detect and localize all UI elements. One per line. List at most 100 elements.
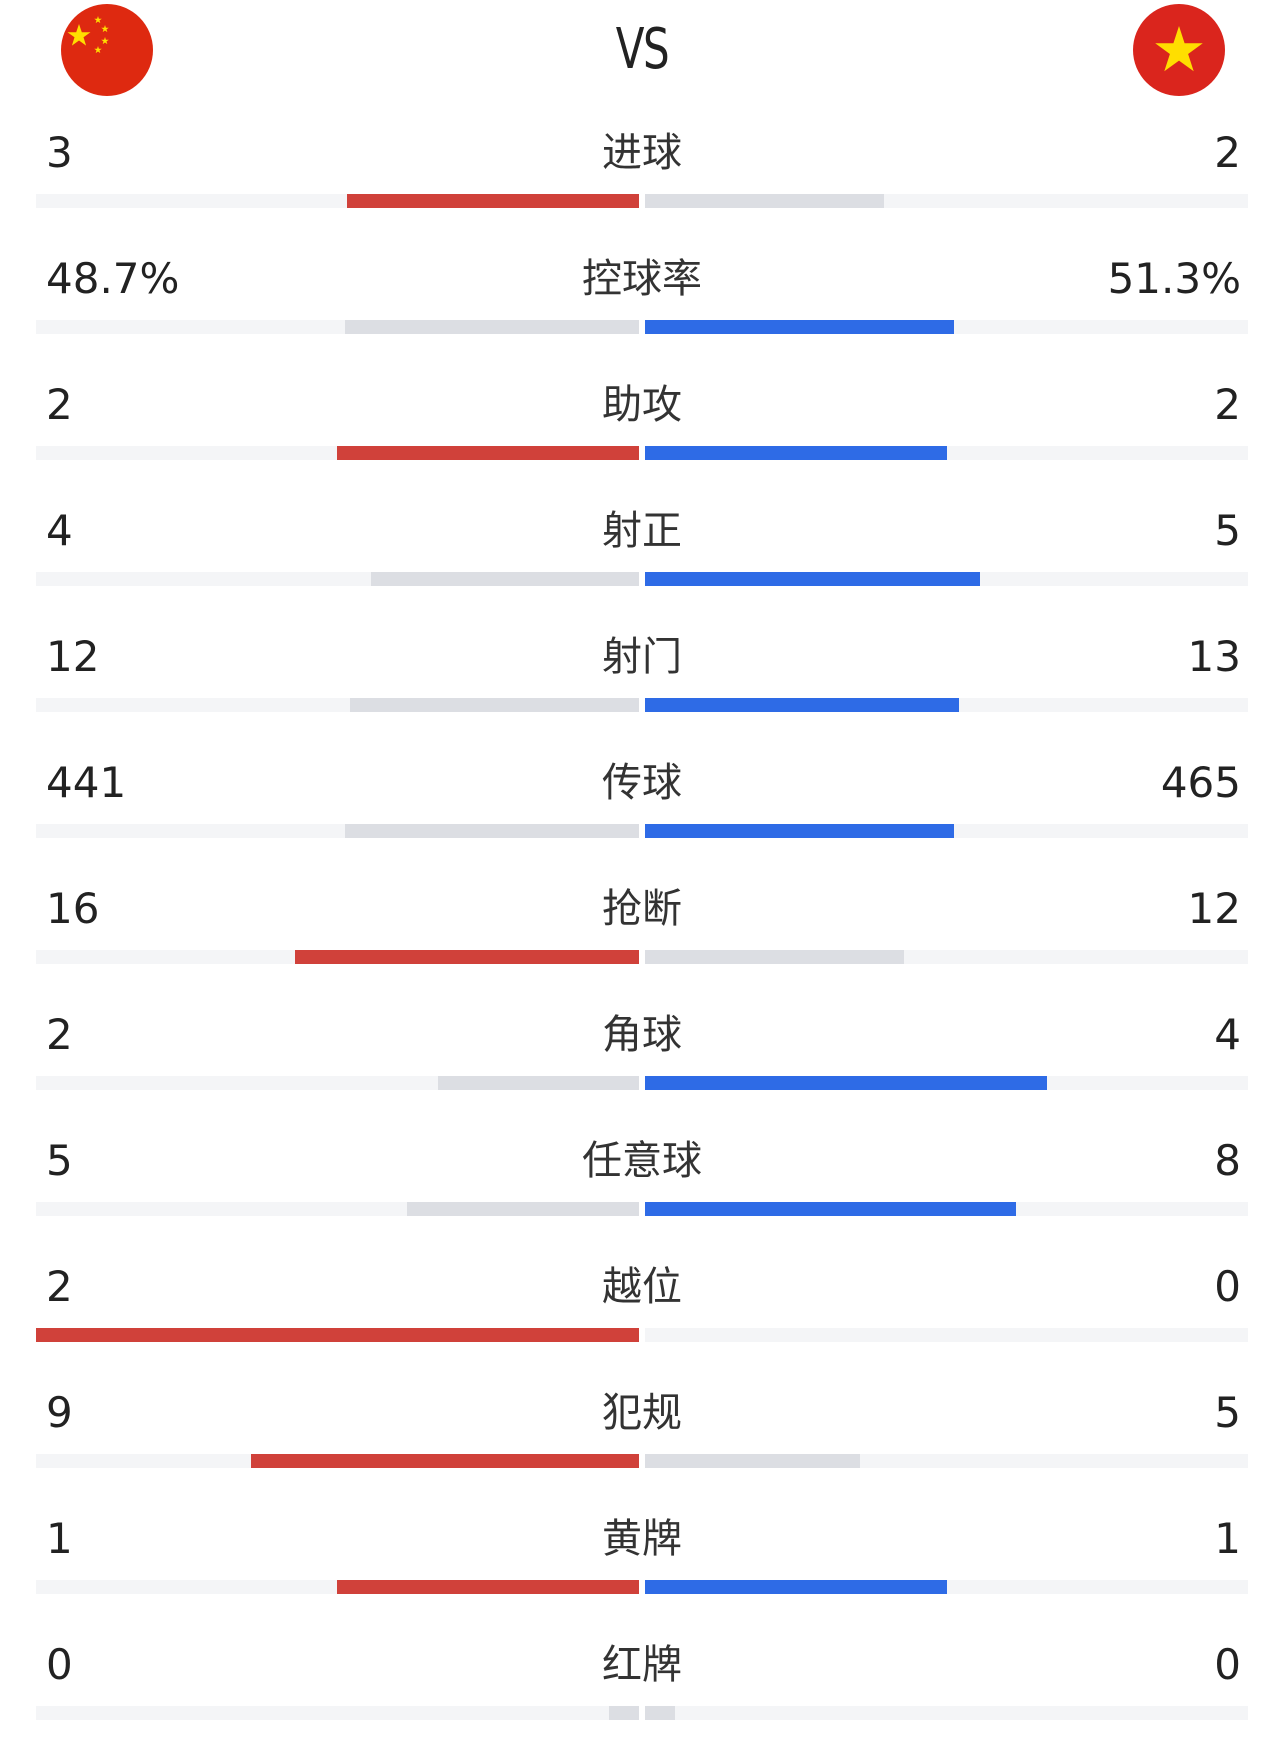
away-bar-fill — [645, 1076, 1047, 1090]
stat-label: 抢断 — [602, 886, 682, 932]
away-value: 12 — [1187, 884, 1241, 933]
home-bar-track — [36, 1328, 639, 1342]
stat-row: 3 进球 2 — [0, 110, 1284, 236]
stat-label: 犯规 — [602, 1390, 682, 1436]
home-bar-track — [36, 1580, 639, 1594]
home-value: 1 — [46, 1514, 73, 1563]
away-value: 13 — [1187, 632, 1241, 681]
away-bar-fill — [645, 320, 954, 334]
home-bar-fill — [347, 194, 639, 208]
away-value: 51.3% — [1107, 254, 1241, 303]
stat-row: 4 射正 5 — [0, 488, 1284, 614]
away-value: 0 — [1214, 1640, 1241, 1689]
stat-row: 9 犯规 5 — [0, 1370, 1284, 1496]
stat-label: 任意球 — [582, 1138, 702, 1184]
away-bar-track — [645, 446, 1248, 460]
away-value: 5 — [1214, 506, 1241, 555]
home-bar-fill — [295, 950, 639, 964]
stat-row: 1 黄牌 1 — [0, 1496, 1284, 1622]
stat-row: 48.7% 控球率 51.3% — [0, 236, 1284, 362]
away-value: 1 — [1214, 1514, 1241, 1563]
home-value: 5 — [46, 1136, 73, 1185]
stat-label: 射门 — [602, 634, 682, 680]
home-bar-track — [36, 1454, 639, 1468]
home-bar-track — [36, 572, 639, 586]
stat-label: 红牌 — [602, 1642, 682, 1688]
away-value: 4 — [1214, 1010, 1241, 1059]
away-bar-track — [645, 1076, 1248, 1090]
away-value: 8 — [1214, 1136, 1241, 1185]
home-bar-fill — [345, 320, 639, 334]
away-bar-fill — [645, 1706, 675, 1720]
home-bar-fill — [251, 1454, 639, 1468]
home-bar-fill — [36, 1328, 639, 1342]
stat-label: 控球率 — [582, 256, 702, 302]
stat-row: 16 抢断 12 — [0, 866, 1284, 992]
stat-row: 2 角球 4 — [0, 992, 1284, 1118]
stat-label: 黄牌 — [602, 1516, 682, 1562]
home-bar-fill — [609, 1706, 639, 1720]
stat-label: 射正 — [602, 508, 682, 554]
away-bar-track — [645, 1706, 1248, 1720]
home-bar-fill — [337, 1580, 639, 1594]
away-value: 2 — [1214, 128, 1241, 177]
home-value: 2 — [46, 380, 73, 429]
home-bar-track — [36, 446, 639, 460]
away-bar-track — [645, 1580, 1248, 1594]
stat-label: 进球 — [602, 130, 682, 176]
away-bar-fill — [645, 572, 980, 586]
home-bar-track — [36, 950, 639, 964]
stats-list: 3 进球 2 48.7% 控球率 51.3% 2 助攻 2 4 射正 5 12 射门 13 441 传球 465 1… — [0, 110, 1284, 1748]
away-value: 465 — [1160, 758, 1241, 807]
home-value: 4 — [46, 506, 73, 555]
stat-row: 2 越位 0 — [0, 1244, 1284, 1370]
match-header: VS — [0, 0, 1284, 110]
away-bar-fill — [645, 194, 884, 208]
away-value: 2 — [1214, 380, 1241, 429]
home-value: 9 — [46, 1388, 73, 1437]
away-bar-track — [645, 1328, 1248, 1342]
vietnam-flag-icon — [1133, 4, 1225, 96]
away-bar-fill — [645, 1202, 1016, 1216]
home-bar-track — [36, 824, 639, 838]
home-bar-track — [36, 320, 639, 334]
home-value: 2 — [46, 1262, 73, 1311]
home-value: 3 — [46, 128, 73, 177]
home-bar-fill — [371, 572, 639, 586]
home-bar-fill — [345, 824, 639, 838]
stat-label: 助攻 — [602, 382, 682, 428]
away-bar-track — [645, 698, 1248, 712]
home-value: 0 — [46, 1640, 73, 1689]
away-bar-track — [645, 1202, 1248, 1216]
away-bar-fill — [645, 698, 959, 712]
away-bar-fill — [645, 950, 904, 964]
home-bar-track — [36, 1076, 639, 1090]
stat-row: 5 任意球 8 — [0, 1118, 1284, 1244]
away-bar-track — [645, 1454, 1248, 1468]
away-bar-track — [645, 320, 1248, 334]
stat-row: 2 助攻 2 — [0, 362, 1284, 488]
away-value: 0 — [1214, 1262, 1241, 1311]
stat-row: 12 射门 13 — [0, 614, 1284, 740]
away-bar-track — [645, 950, 1248, 964]
away-bar-track — [645, 572, 1248, 586]
home-bar-fill — [438, 1076, 639, 1090]
stat-label: 越位 — [602, 1264, 682, 1310]
home-value: 16 — [46, 884, 100, 933]
away-bar-track — [645, 824, 1248, 838]
home-bar-track — [36, 1706, 639, 1720]
stat-label: 角球 — [602, 1012, 682, 1058]
away-bar-fill — [645, 446, 947, 460]
home-bar-track — [36, 698, 639, 712]
home-bar-track — [36, 194, 639, 208]
home-value: 48.7% — [46, 254, 180, 303]
stat-label: 传球 — [602, 760, 682, 806]
china-flag-icon — [61, 4, 153, 96]
away-bar-fill — [645, 1580, 947, 1594]
stat-row: 0 红牌 0 — [0, 1622, 1284, 1748]
home-bar-fill — [337, 446, 639, 460]
home-value: 2 — [46, 1010, 73, 1059]
home-bar-fill — [407, 1202, 639, 1216]
away-bar-track — [645, 194, 1248, 208]
stat-row: 441 传球 465 — [0, 740, 1284, 866]
